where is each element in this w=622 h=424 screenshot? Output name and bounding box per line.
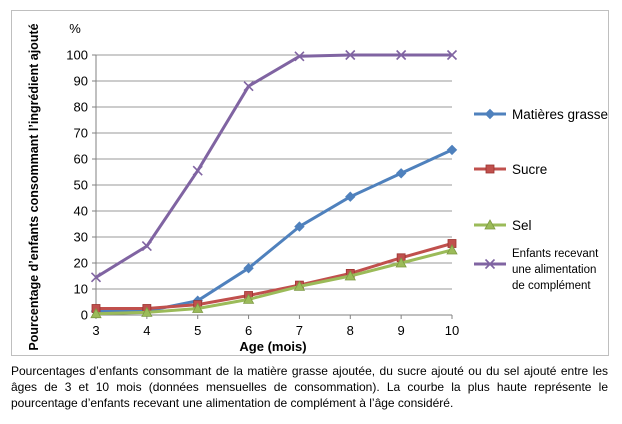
chart-frame: 0 10 20 30 40 50 60 70 80 90 100 3 4 5 6 7 8 9 10 % Pourc… [11,10,609,356]
y-tick-label: 20 [74,256,88,271]
x-tick-label: 7 [296,323,303,338]
y-tick-label: 90 [74,74,88,89]
data-point [344,270,356,281]
legend-marker [484,258,496,270]
x-tick-label: 8 [347,323,354,338]
y-tick-label: 80 [74,100,88,115]
y-tick-label: 40 [74,204,88,219]
data-point [90,307,102,319]
legend-marker [484,219,496,230]
x-tick-label: 10 [445,323,459,338]
data-point [192,302,204,313]
data-point [446,244,458,255]
figure-caption: Pourcentages d’enfants consommant de la … [11,364,608,410]
legend-label: Enfants recevant [512,248,599,260]
y-tick-label: 50 [74,178,88,193]
y-tick-label: 60 [74,152,88,167]
x-tick-label: 5 [194,323,201,338]
x-tick-label: 4 [143,323,150,338]
data-point [395,168,407,179]
x-tick-label: 6 [245,323,252,338]
data-point [395,257,407,268]
data-point [141,306,153,317]
data-point [293,280,306,291]
y-axis-label: Pourcentage d’enfants consommant l’ingré… [27,23,41,350]
data-point [243,81,254,92]
grid-lines [96,54,452,316]
legend-label: une alimentation [512,264,596,276]
y-tick-label: 0 [81,308,88,323]
x-axis: 3 4 5 6 7 8 9 10 [92,315,459,338]
legend-entry-1: Matières grasses [474,107,608,122]
legend-label: Sel [512,218,532,233]
series-group [90,49,458,319]
data-point [345,49,356,61]
legend-marker [484,108,496,120]
series-4 [90,49,458,283]
series-line [95,53,452,279]
line-chart: 0 10 20 30 40 50 60 70 80 90 100 3 4 5 6 7 8 9 10 % Pourc… [27,21,608,354]
y-axis-unit: % [69,21,81,36]
series-3 [90,244,458,319]
y-tick-label: 100 [66,48,88,63]
y-tick-label: 30 [74,230,88,245]
legend-entry-3: Sel [474,218,532,233]
data-point [345,191,356,202]
series-2 [91,239,457,313]
legend-entry-4: Enfants recevant une alimentation de compl… [474,248,599,292]
series-line [96,242,453,310]
data-point [294,51,305,62]
legend-marker [485,164,495,174]
y-axis: 0 10 20 30 40 50 60 70 80 90 100 [66,48,97,323]
legend-entry-2: Sucre [474,162,547,177]
y-tick-label: 10 [74,282,88,297]
x-axis-label: Age (mois) [239,339,306,354]
data-point [446,49,458,61]
x-tick-label: 3 [92,323,99,338]
data-point [141,241,152,252]
data-point [446,144,458,156]
legend: Matières grasses Sucre Sel Enfants recevant… [474,107,608,292]
series-line [96,148,453,313]
legend-label: de complément [512,280,591,292]
data-point [192,165,203,176]
data-point [242,293,255,304]
y-tick-label: 70 [74,126,88,141]
x-tick-label: 9 [398,323,405,338]
legend-label: Matières grasses [512,107,608,122]
data-point [90,272,102,283]
data-point [396,49,407,61]
data-point [243,262,254,274]
series-line [95,248,453,316]
legend-label: Sucre [512,162,547,177]
data-point [294,221,305,232]
